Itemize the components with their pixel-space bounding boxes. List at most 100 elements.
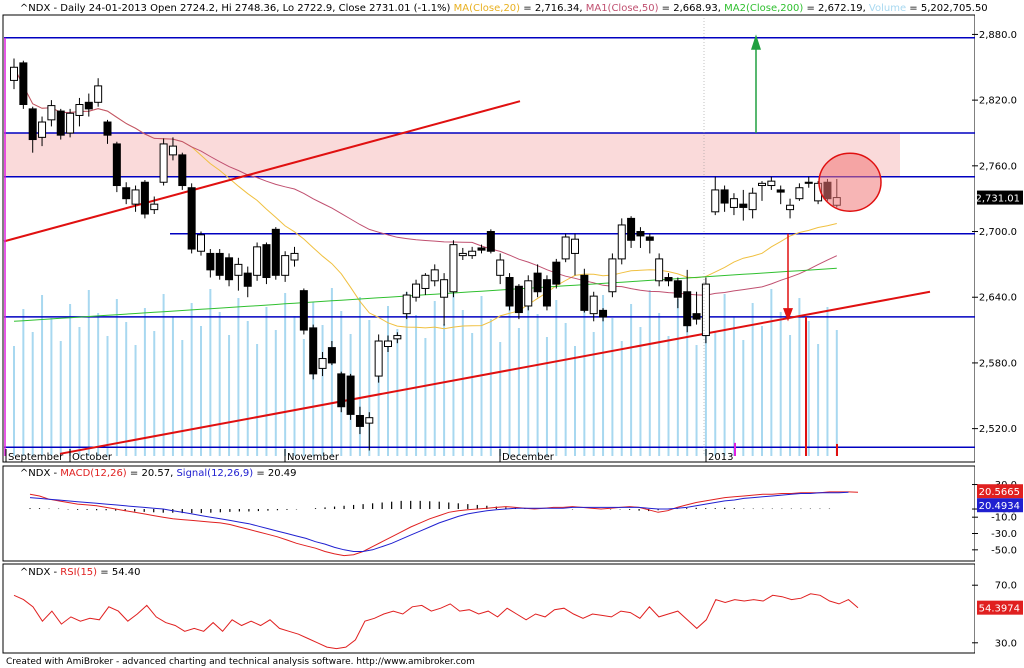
candle-body[interactable] — [112, 143, 121, 187]
candle-body[interactable] — [122, 187, 131, 200]
candle-body[interactable] — [505, 277, 514, 307]
candle-body[interactable] — [318, 358, 327, 369]
candle-body[interactable] — [795, 187, 804, 200]
candle-body[interactable] — [374, 340, 383, 377]
candle-body[interactable] — [168, 145, 177, 156]
rsi-line — [13, 593, 859, 650]
candle-body[interactable] — [524, 280, 533, 307]
rsi-header: ^NDX - RSI(15) = 54.40 — [4, 567, 150, 578]
candle-body[interactable] — [299, 290, 308, 331]
candle-body[interactable] — [533, 272, 542, 293]
candle-body[interactable] — [38, 121, 47, 138]
candle-body[interactable] — [486, 231, 495, 252]
candle-body[interactable] — [552, 261, 561, 285]
candle-body[interactable] — [243, 272, 252, 287]
candle-body[interactable] — [571, 238, 579, 254]
candle-body[interactable] — [84, 101, 93, 110]
candle-body[interactable] — [514, 285, 523, 314]
candle-body[interactable] — [393, 335, 402, 340]
candle-body[interactable] — [94, 85, 103, 103]
candle-body[interactable] — [739, 203, 748, 208]
highlight-circle — [818, 152, 882, 212]
candle-body[interactable] — [47, 105, 56, 121]
candle-body[interactable] — [402, 294, 411, 315]
candle-body[interactable] — [636, 231, 645, 237]
candle-body[interactable] — [384, 340, 392, 347]
candle-body[interactable] — [440, 279, 449, 298]
macd-panel[interactable] — [2, 465, 976, 562]
candle-body[interactable] — [355, 414, 364, 427]
candle-body[interactable] — [75, 104, 84, 116]
candle-body[interactable] — [327, 347, 336, 364]
candle-body[interactable] — [131, 189, 140, 205]
candle-body[interactable] — [346, 375, 355, 415]
candle-body[interactable] — [477, 247, 486, 251]
candle-body[interactable] — [496, 259, 505, 276]
candle-body[interactable] — [720, 189, 729, 204]
candle-body[interactable] — [159, 143, 168, 183]
candle-body[interactable] — [337, 373, 346, 408]
candle-body[interactable] — [758, 182, 766, 187]
candle-body[interactable] — [701, 283, 710, 337]
candle-body[interactable] — [767, 180, 776, 187]
candle-body[interactable] — [786, 204, 795, 211]
axis-strip — [975, 0, 1024, 668]
target-arrow-head — [751, 34, 761, 50]
candle-body[interactable] — [271, 228, 280, 276]
candle-body[interactable] — [19, 62, 28, 106]
candle-body[interactable] — [627, 217, 636, 241]
candle-body[interactable] — [711, 189, 720, 213]
candle-body[interactable] — [187, 187, 196, 250]
candle-body[interactable] — [365, 417, 374, 424]
candle-body[interactable] — [421, 274, 430, 289]
candle-body[interactable] — [580, 274, 589, 311]
candle-body[interactable] — [458, 252, 467, 257]
candle-body[interactable] — [281, 255, 290, 276]
candle-body[interactable] — [10, 66, 18, 81]
candle-body[interactable] — [655, 258, 664, 282]
candle-body[interactable] — [215, 252, 224, 276]
candle-body[interactable] — [225, 257, 234, 281]
candle-body[interactable] — [150, 203, 159, 211]
rsi-panel[interactable] — [2, 563, 976, 654]
candle-body[interactable] — [748, 192, 757, 211]
candle-body[interactable] — [430, 269, 439, 282]
change-value: (-1.1%) — [414, 3, 451, 14]
candle-body[interactable] — [561, 236, 570, 260]
candle-body[interactable] — [290, 252, 299, 261]
candle-body[interactable] — [178, 154, 187, 187]
candle-body[interactable] — [468, 250, 477, 257]
candle-body[interactable] — [683, 291, 692, 327]
candle-body[interactable] — [28, 108, 37, 141]
candle-body[interactable] — [206, 252, 215, 271]
candle-body[interactable] — [253, 246, 262, 276]
candle-body[interactable] — [804, 181, 813, 184]
candle-body[interactable] — [617, 224, 626, 260]
candle-body[interactable] — [729, 198, 738, 208]
candle-body[interactable] — [589, 295, 598, 315]
candle-body[interactable] — [66, 112, 75, 134]
candle-body[interactable] — [262, 244, 271, 279]
candle-body[interactable] — [673, 280, 682, 298]
candle-body[interactable] — [197, 234, 205, 252]
candle-body[interactable] — [645, 236, 654, 241]
candle-body[interactable] — [449, 244, 458, 293]
candle-body[interactable] — [542, 279, 551, 307]
price-header-symbol: ^NDX — [20, 3, 51, 14]
candle-body[interactable] — [412, 283, 421, 298]
candle-body[interactable] — [234, 263, 243, 276]
rsi-tick-label: 70.0 — [995, 581, 1017, 592]
candle-body[interactable] — [608, 258, 617, 293]
footer-credit: Created with AmiBroker - advanced charti… — [6, 657, 475, 667]
lo-label: Lo — [283, 3, 295, 14]
candle-body[interactable] — [103, 121, 112, 136]
candle-body[interactable] — [599, 309, 608, 318]
candle-body[interactable] — [56, 110, 65, 136]
open-label: Open — [150, 3, 177, 14]
candle-body[interactable] — [664, 277, 673, 282]
candle-body[interactable] — [309, 327, 318, 375]
candle-body[interactable] — [692, 313, 701, 320]
candle-body[interactable] — [776, 189, 785, 193]
candle-body[interactable] — [140, 181, 149, 215]
